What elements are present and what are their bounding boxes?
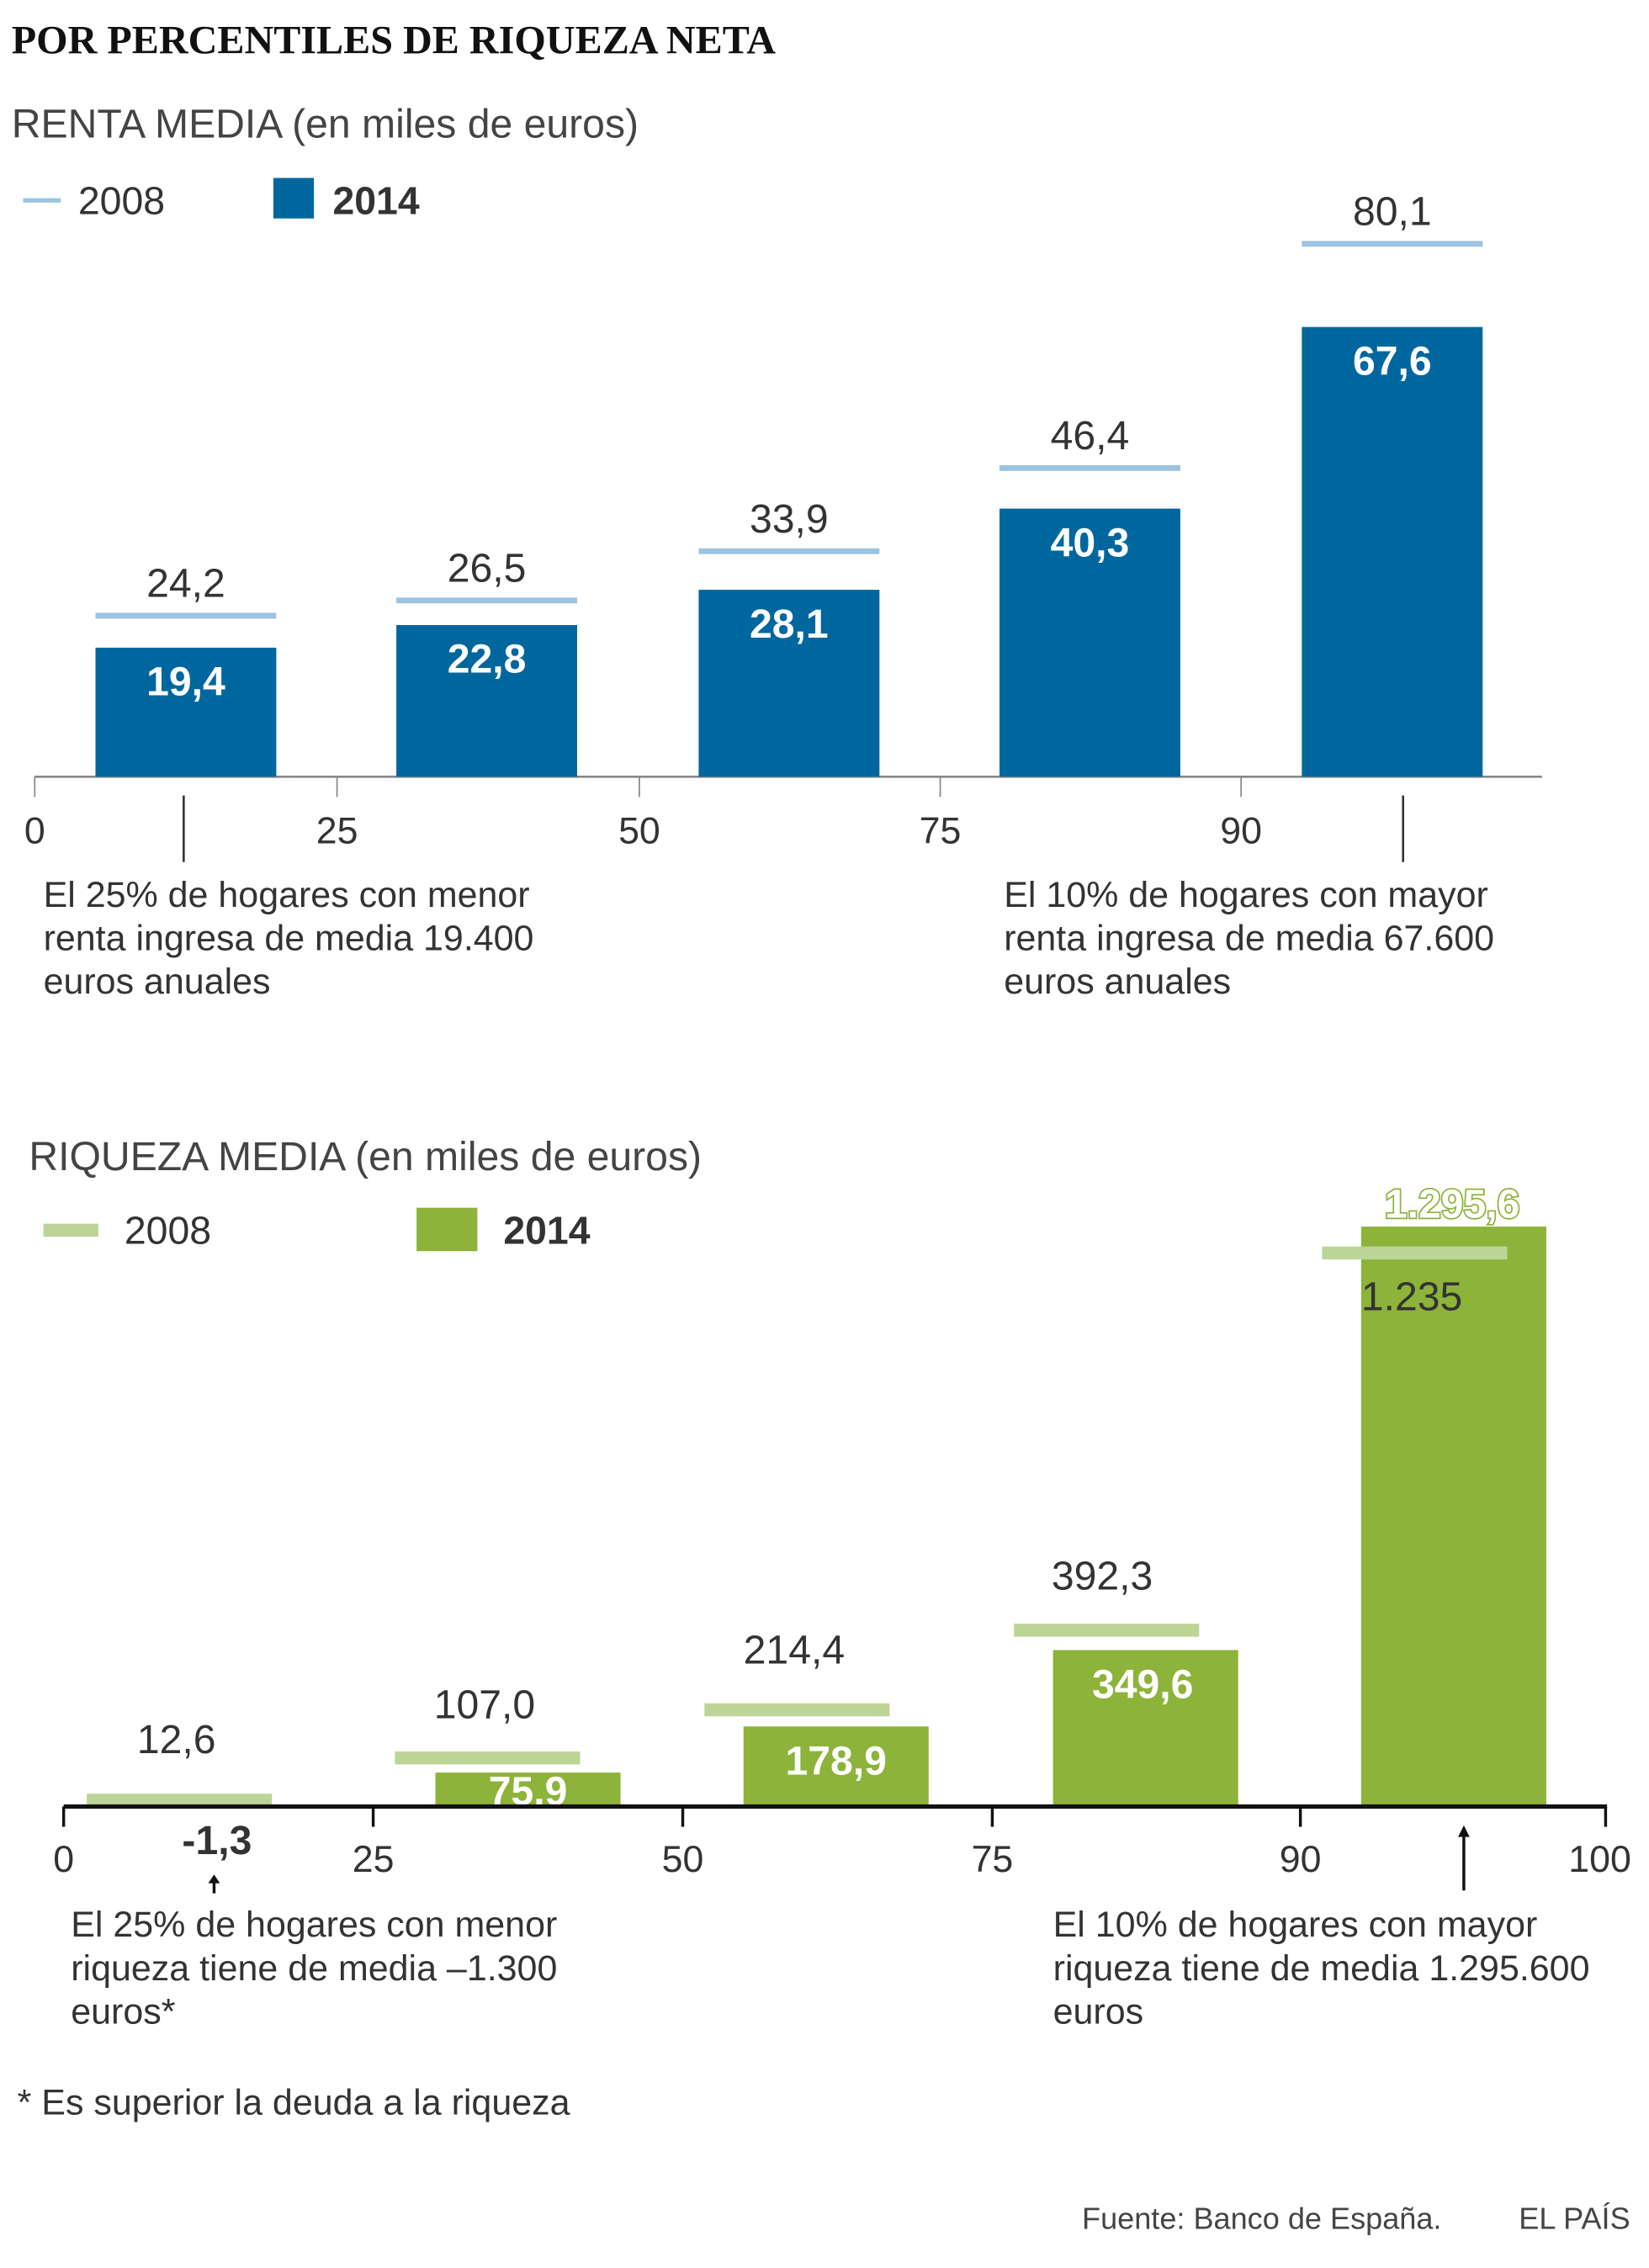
legend-2008-swatch [43, 1223, 98, 1237]
legend-2014-swatch [273, 178, 315, 219]
x-tick-label: 90 [1280, 1839, 1322, 1880]
bar-2014-label: 178,9 [786, 1739, 887, 1784]
annotation-line: El 25% de hogares con menor [44, 875, 530, 915]
line-2008-label: 392,3 [1052, 1554, 1153, 1599]
renta-chart: RENTA MEDIA (en miles de euros) 2008 201… [12, 101, 1542, 1002]
x-tick-label: 50 [662, 1839, 704, 1880]
main-title: POR PERCENTILES DE RIQUEZA NETA [12, 19, 777, 63]
line-2008 [704, 1703, 890, 1717]
x-tick-label: 25 [316, 810, 358, 851]
annotation-line: euros anuales [1004, 962, 1231, 1002]
line-2008-label: 33,9 [750, 496, 829, 542]
line-2008 [87, 1794, 273, 1807]
line-2008-label: 80,1 [1353, 188, 1432, 234]
renta-title: RENTA MEDIA (en miles de euros) [12, 101, 639, 146]
annotation-line: El 10% de hogares con mayor [1053, 1905, 1538, 1945]
bar-2014-label: 349,6 [1092, 1662, 1193, 1708]
line-2008-label: 24,2 [146, 561, 225, 607]
x-tick-label: 0 [53, 1839, 74, 1880]
line-2008 [698, 548, 880, 554]
line-2008 [395, 1751, 581, 1765]
x-tick-label: 25 [353, 1839, 395, 1880]
line-2008 [396, 597, 577, 604]
annotation-line: renta ingresa de media 67.600 [1004, 919, 1494, 959]
annotation-line: riqueza tiene de media –1.300 [71, 1948, 557, 1989]
bar-2014-label: 28,1 [750, 601, 829, 647]
line-2008-label: 214,4 [744, 1627, 845, 1672]
x-tick-label: 75 [920, 810, 962, 851]
bar-2014 [1052, 1650, 1238, 1807]
legend-2014-label: 2014 [503, 1209, 590, 1253]
annotation-line: El 25% de hogares con menor [71, 1905, 557, 1945]
bar-2014-label: 67,6 [1353, 338, 1432, 384]
legend-2014-swatch [416, 1207, 478, 1252]
legend-2008-label: 2008 [125, 1209, 211, 1253]
annotation-line: euros anuales [44, 962, 271, 1002]
legend-2008-label: 2008 [78, 179, 165, 223]
bar-2014-label: 1.295,6 [1385, 1182, 1520, 1227]
annotation-line: euros [1053, 1991, 1144, 2032]
bar-2014 [396, 625, 577, 777]
bar-2014-label: 22,8 [448, 637, 527, 682]
bar-2014-label: 40,3 [1051, 520, 1130, 565]
legend-2008-swatch [23, 198, 61, 203]
annotation-line: El 10% de hogares con mayor [1004, 875, 1488, 915]
line-2008 [95, 612, 277, 619]
bar-2014 [1360, 1227, 1546, 1807]
line-2008 [1302, 241, 1483, 247]
line-2008-label: 1.235 [1361, 1274, 1462, 1320]
x-tick-label: 50 [618, 810, 660, 851]
riqueza-chart: RIQUEZA MEDIA (en miles de euros) 2008 2… [29, 1134, 1630, 2032]
pointer-arrowhead [1458, 1825, 1470, 1837]
brand: EL PAÍS [1519, 2202, 1630, 2236]
x-tick-label: 0 [24, 810, 45, 851]
line-2008-label: 46,4 [1051, 413, 1130, 458]
pointer-arrowhead [208, 1874, 220, 1884]
line-2008 [1322, 1246, 1508, 1260]
bar-2014 [95, 647, 277, 777]
line-2008 [999, 464, 1180, 471]
footnote: * Es superior la deuda a la riqueza [18, 2083, 570, 2123]
source: Fuente: Banco de España. [1082, 2202, 1441, 2236]
bar-2014 [999, 508, 1180, 777]
line-2008-label: 12,6 [137, 1717, 216, 1762]
bar-2014 [743, 1726, 929, 1807]
annotation-line: euros* [71, 1991, 175, 2032]
bar-2014-label: -1,3 [182, 1818, 252, 1863]
bar-2014 [1302, 326, 1483, 777]
bar-2014 [435, 1773, 621, 1807]
line-2008-label: 107,0 [434, 1682, 535, 1728]
x-tick-label: 75 [972, 1839, 1014, 1880]
annotation-line: renta ingresa de media 19.400 [44, 919, 534, 959]
x-tick-label: 90 [1220, 810, 1262, 851]
annotation-line: riqueza tiene de media 1.295.600 [1053, 1948, 1590, 1989]
line-2008-label: 26,5 [448, 545, 527, 591]
x-tick-label: 100 [1568, 1839, 1631, 1880]
legend-2014-label: 2014 [332, 179, 419, 223]
bar-2014-label: 19,4 [146, 660, 225, 705]
bar-2014 [698, 590, 880, 777]
line-2008 [1014, 1624, 1200, 1637]
riqueza-title: RIQUEZA MEDIA (en miles de euros) [29, 1134, 702, 1179]
